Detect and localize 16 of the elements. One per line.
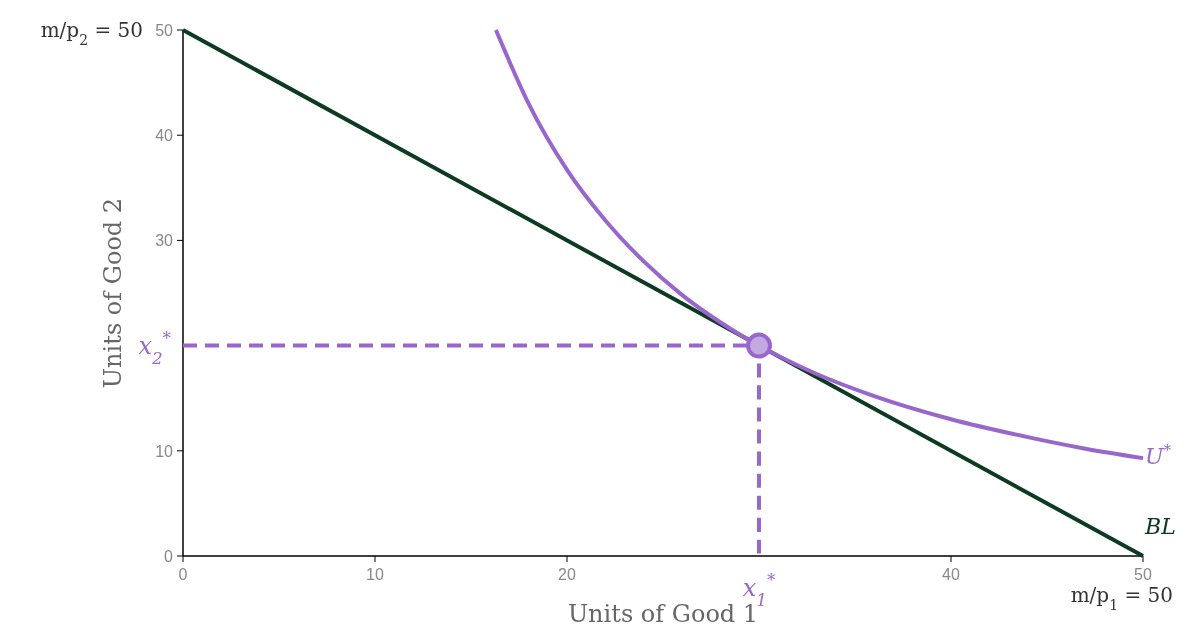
x-tick-label: 20 <box>558 566 576 583</box>
x-tick-label: 40 <box>942 566 960 583</box>
annotation: m/p$_{1}$ = 50 <box>1070 583 1173 613</box>
y-tick-label: 50 <box>155 22 174 39</box>
x-tick-label: 50 <box>1134 566 1152 583</box>
x-tick-label: 0 <box>178 566 188 583</box>
series-label: BL <box>1144 514 1176 539</box>
y-tick-label: 10 <box>155 442 174 460</box>
line-series <box>493 28 1145 461</box>
y-tick-label: 0 <box>164 548 174 565</box>
series-label: U$^{*}$ <box>1145 441 1172 470</box>
y-tick-label: 40 <box>155 127 174 145</box>
y-tick-label: 30 <box>155 232 174 250</box>
x-tick-label: 10 <box>366 566 384 583</box>
y-axis-title: Units of Good 2 <box>99 197 127 389</box>
annotation: m/p$_{2}$ = 50 <box>40 18 143 48</box>
